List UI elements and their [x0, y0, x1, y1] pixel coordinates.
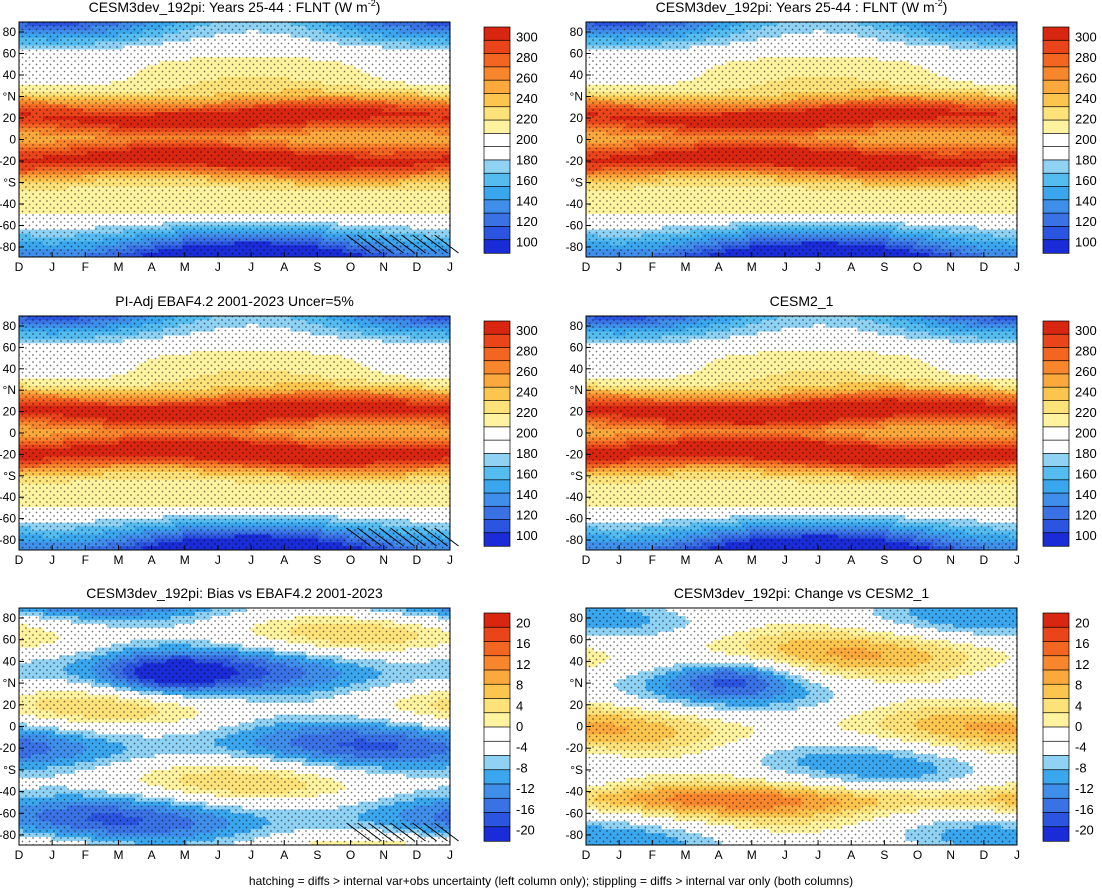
- figure: CESM3dev_192pi: Years 25-44 : FLNT (W m-…: [0, 0, 1102, 872]
- panel-0: CESM3dev_192pi: Years 25-44 : FLNT (W m-…: [0, 0, 538, 274]
